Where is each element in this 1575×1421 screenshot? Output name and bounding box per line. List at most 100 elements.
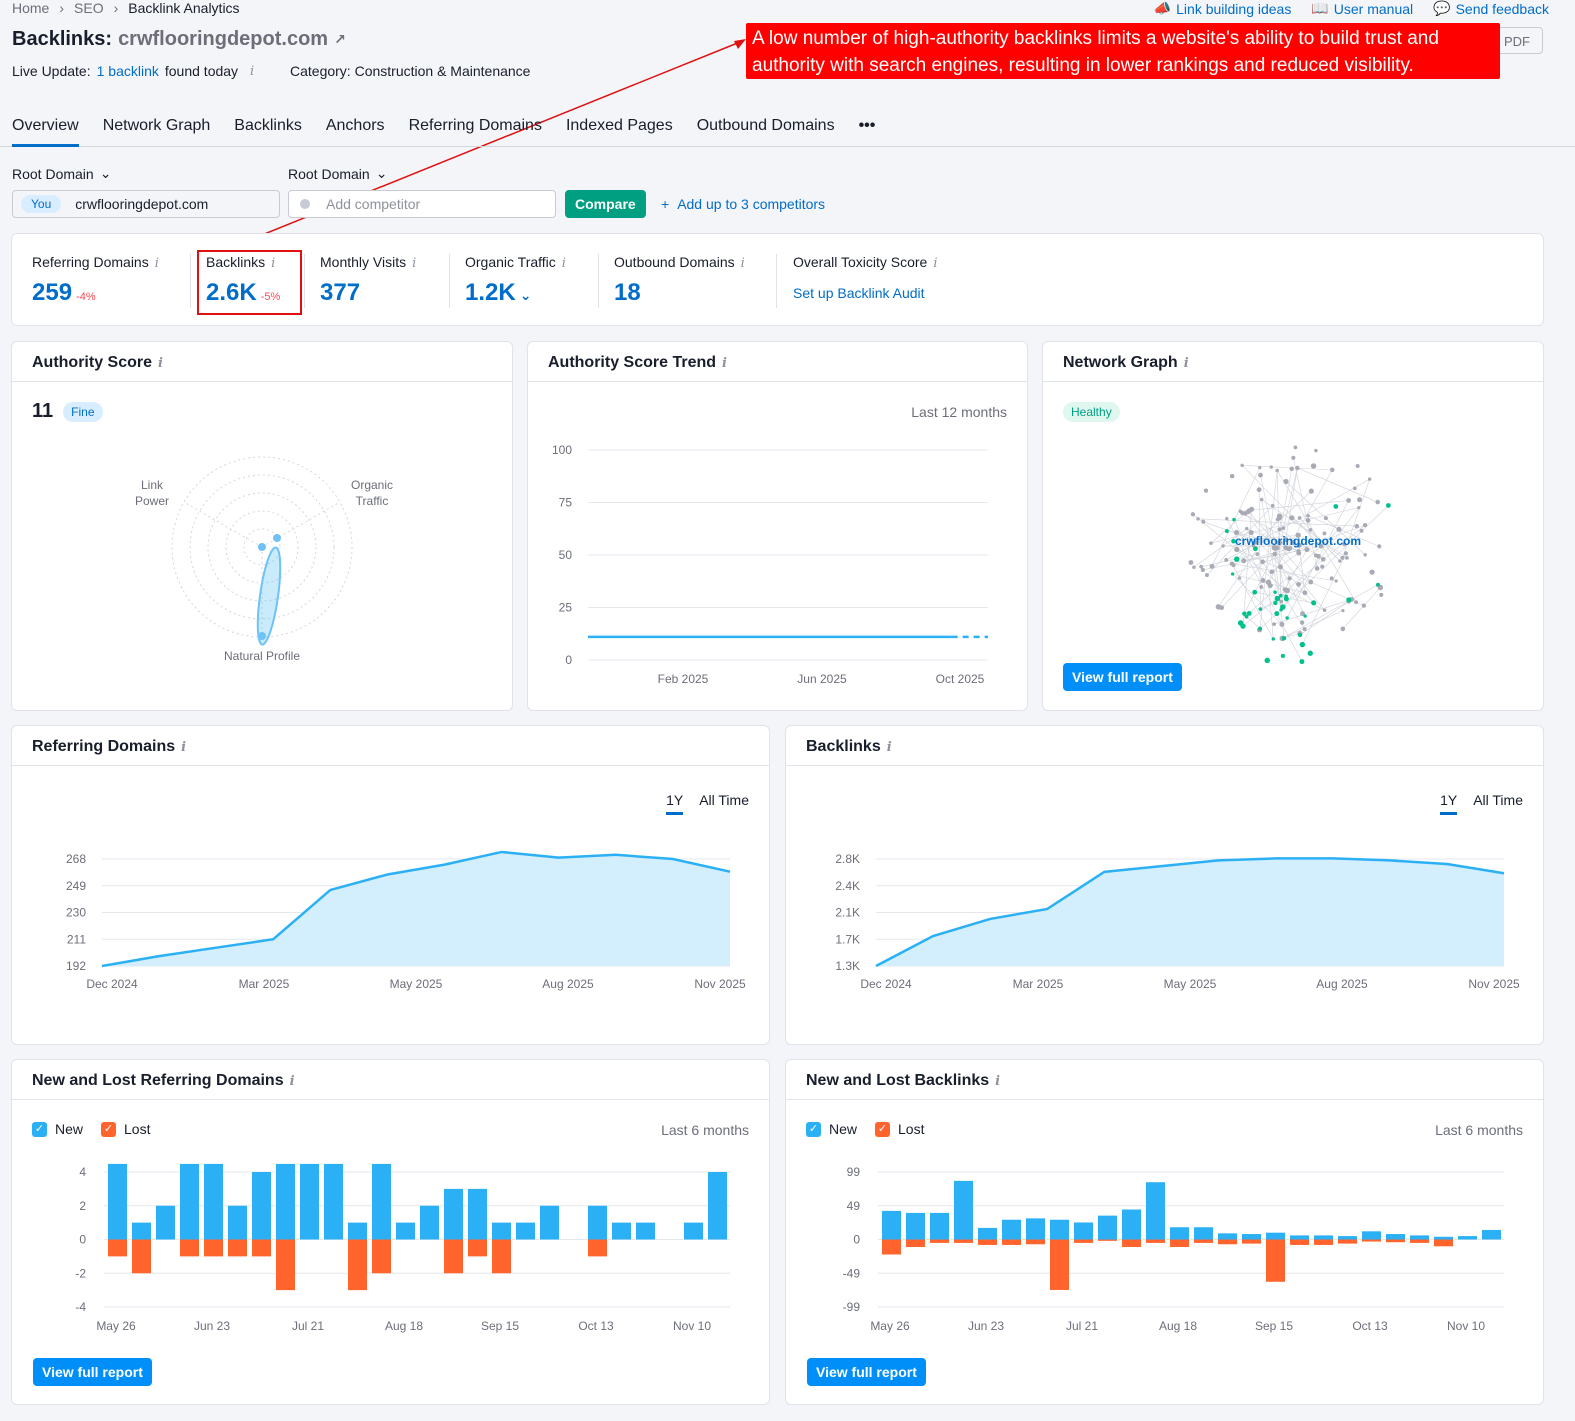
bar	[930, 1239, 949, 1243]
view-full-report-button[interactable]: View full report	[33, 1358, 152, 1386]
network-edge	[1231, 563, 1337, 582]
lost-checkbox[interactable]: ✓	[101, 1121, 117, 1137]
info-icon[interactable]: i	[722, 355, 727, 371]
legend-lost: Lost	[898, 1121, 925, 1137]
network-node	[1258, 626, 1262, 631]
bar	[1026, 1239, 1045, 1245]
network-node	[1277, 527, 1282, 532]
metric-referring-domains[interactable]: Referring Domains i 259 -4%	[32, 254, 159, 306]
bar	[636, 1222, 655, 1240]
page-title: Backlinks: crwflooringdepot.com ↗	[12, 28, 346, 51]
bar	[1482, 1229, 1501, 1240]
network-graph[interactable]: crwflooringdepot.com	[1043, 342, 1545, 712]
info-icon[interactable]: i	[1183, 355, 1189, 371]
view-full-report-button[interactable]: View full report	[1063, 663, 1182, 691]
backlinks-card: Backlinks i 1Y All Time 1.3K 1.7K 2.1K 2.4K 2…	[785, 725, 1544, 1045]
network-node	[1376, 582, 1380, 587]
metric-outbound-domains[interactable]: Outbound Domains i 18	[614, 254, 745, 306]
compare-button[interactable]: Compare	[565, 190, 646, 218]
range-all-time-tab[interactable]: All Time	[699, 792, 749, 808]
metric-backlinks[interactable]: Backlinks i 2.6K -5%	[206, 254, 281, 306]
network-node	[1201, 519, 1206, 524]
y-tick-label: 230	[66, 906, 86, 920]
x-tick-label: Mar 2025	[1013, 977, 1064, 991]
link-building-ideas-link[interactable]: 📣 Link building ideas	[1153, 0, 1292, 17]
new-checkbox[interactable]: ✓	[806, 1121, 821, 1137]
y-tick-label: -99	[843, 1300, 861, 1314]
info-icon[interactable]: i	[886, 739, 892, 755]
network-edge	[1286, 500, 1349, 619]
bar	[954, 1239, 973, 1243]
network-node	[1241, 558, 1247, 564]
breadcrumb-home[interactable]: Home	[12, 0, 50, 16]
network-node	[1299, 641, 1306, 648]
bar	[1218, 1239, 1237, 1245]
period-label: Last 6 months	[661, 1122, 749, 1138]
network-edge	[1302, 553, 1347, 645]
new-checkbox[interactable]: ✓	[32, 1121, 47, 1137]
network-node	[1346, 597, 1352, 603]
info-icon[interactable]: i	[158, 355, 163, 371]
external-link-icon[interactable]: ↗	[334, 31, 346, 47]
info-icon[interactable]: i	[181, 739, 187, 755]
tab-indexed-pages[interactable]: Indexed Pages	[565, 117, 673, 134]
network-node	[1188, 560, 1194, 565]
bar	[1074, 1222, 1093, 1240]
network-node	[1340, 555, 1345, 560]
root-domain-select-1[interactable]: Root Domain ⌄	[12, 165, 112, 182]
bar	[492, 1239, 511, 1274]
y-tick-label: 100	[552, 443, 572, 457]
network-edge	[1210, 509, 1249, 544]
network-node	[1293, 445, 1298, 450]
tab-outbound-domains[interactable]: Outbound Domains	[696, 117, 835, 134]
tab-anchors[interactable]: Anchors	[325, 117, 385, 134]
network-node	[1200, 567, 1205, 572]
network-node	[1265, 579, 1272, 586]
x-tick-label: Jul 21	[292, 1319, 324, 1333]
range-all-time-tab[interactable]: All Time	[1473, 792, 1523, 808]
competitor-input[interactable]: Add competitor	[288, 190, 556, 218]
network-node	[1273, 600, 1278, 606]
more-tabs-icon[interactable]: •••	[858, 117, 876, 134]
lost-checkbox[interactable]: ✓	[875, 1121, 891, 1137]
info-icon[interactable]: i	[289, 1073, 295, 1089]
breadcrumb-seo[interactable]: SEO	[74, 0, 104, 16]
network-node	[1369, 569, 1375, 575]
x-tick-label: Dec 2024	[86, 977, 138, 991]
chevron-right-icon: ›	[59, 0, 65, 16]
network-node	[1322, 531, 1327, 536]
tab-referring-domains[interactable]: Referring Domains	[408, 117, 542, 134]
network-node	[1340, 626, 1346, 632]
status-badge: Healthy	[1063, 402, 1120, 422]
bar	[1170, 1227, 1189, 1240]
tab-backlinks[interactable]: Backlinks	[234, 117, 302, 134]
root-domain-select-2[interactable]: Root Domain ⌄	[288, 165, 388, 182]
network-node	[1274, 595, 1281, 602]
view-full-report-button[interactable]: View full report	[807, 1358, 926, 1386]
live-backlink-link[interactable]: 1 backlink	[96, 63, 159, 79]
send-feedback-link[interactable]: 💬 Send feedback	[1433, 0, 1549, 17]
bar	[132, 1222, 151, 1240]
bar	[1362, 1239, 1381, 1242]
network-node	[1311, 600, 1317, 606]
network-node	[1377, 544, 1382, 549]
metric-monthly-visits[interactable]: Monthly Visits i 377	[320, 254, 417, 306]
network-edge	[1193, 528, 1247, 568]
tab-network-graph[interactable]: Network Graph	[102, 117, 211, 134]
x-tick-label: Jun 23	[968, 1319, 1004, 1333]
metric-organic-traffic[interactable]: Organic Traffic i 1.2K ⌄	[465, 254, 566, 306]
y-tick-label: 99	[847, 1165, 861, 1179]
bar	[1242, 1234, 1261, 1240]
user-manual-link[interactable]: 📖 User manual	[1311, 0, 1414, 17]
info-icon[interactable]: i	[250, 63, 255, 79]
bar	[1410, 1239, 1429, 1243]
book-icon: 📖	[1311, 0, 1329, 16]
tab-overview[interactable]: Overview	[12, 112, 79, 147]
setup-audit-link[interactable]: Set up Backlink Audit	[793, 285, 925, 301]
range-1y-tab[interactable]: 1Y	[1440, 792, 1458, 815]
range-1y-tab[interactable]: 1Y	[666, 792, 684, 815]
network-node	[1341, 609, 1345, 613]
network-node	[1296, 581, 1301, 587]
add-competitors-link[interactable]: + Add up to 3 competitors	[661, 196, 826, 212]
info-icon[interactable]: i	[995, 1073, 1001, 1089]
